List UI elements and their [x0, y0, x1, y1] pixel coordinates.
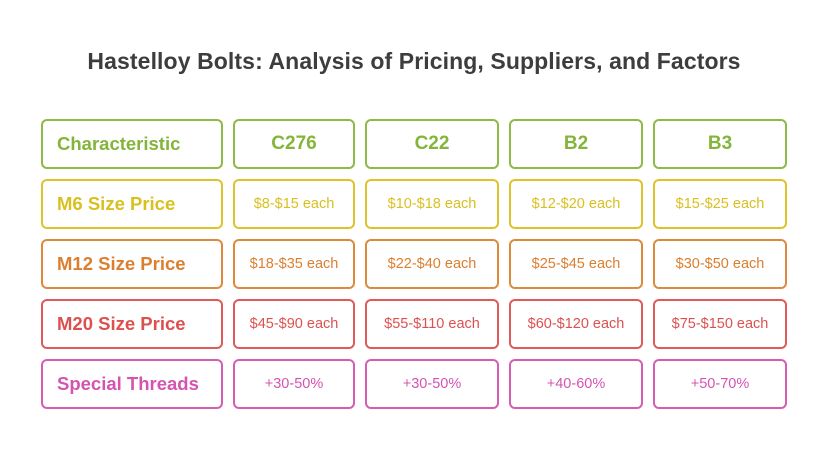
table-cell-m6-c276: $8-$15 each — [233, 179, 355, 229]
table-cell-m6-b3: $15-$25 each — [653, 179, 787, 229]
table-cell-m20-b2: $60-$120 each — [509, 299, 643, 349]
column-header-c276: C276 — [233, 119, 355, 169]
table-cell-m12-b2: $25-$45 each — [509, 239, 643, 289]
table-cell-m6-c22: $10-$18 each — [365, 179, 499, 229]
table-cell-m6-b2: $12-$20 each — [509, 179, 643, 229]
row-label-m20: M20 Size Price — [41, 299, 223, 349]
table-cell-m12-c276: $18-$35 each — [233, 239, 355, 289]
table-cell-threads-b2: +40-60% — [509, 359, 643, 409]
row-label-characteristic: Characteristic — [41, 119, 223, 169]
row-label-m12: M12 Size Price — [41, 239, 223, 289]
table-cell-threads-c276: +30-50% — [233, 359, 355, 409]
table-cell-m20-b3: $75-$150 each — [653, 299, 787, 349]
table-cell-m12-c22: $22-$40 each — [365, 239, 499, 289]
table-cell-m20-c22: $55-$110 each — [365, 299, 499, 349]
row-label-m6: M6 Size Price — [41, 179, 223, 229]
column-header-c22: C22 — [365, 119, 499, 169]
column-header-b3: B3 — [653, 119, 787, 169]
row-label-special-threads: Special Threads — [41, 359, 223, 409]
column-header-b2: B2 — [509, 119, 643, 169]
table-cell-m20-c276: $45-$90 each — [233, 299, 355, 349]
table-cell-threads-b3: +50-70% — [653, 359, 787, 409]
table-cell-m12-b3: $30-$50 each — [653, 239, 787, 289]
table-cell-threads-c22: +30-50% — [365, 359, 499, 409]
page-title: Hastelloy Bolts: Analysis of Pricing, Su… — [87, 48, 741, 74]
